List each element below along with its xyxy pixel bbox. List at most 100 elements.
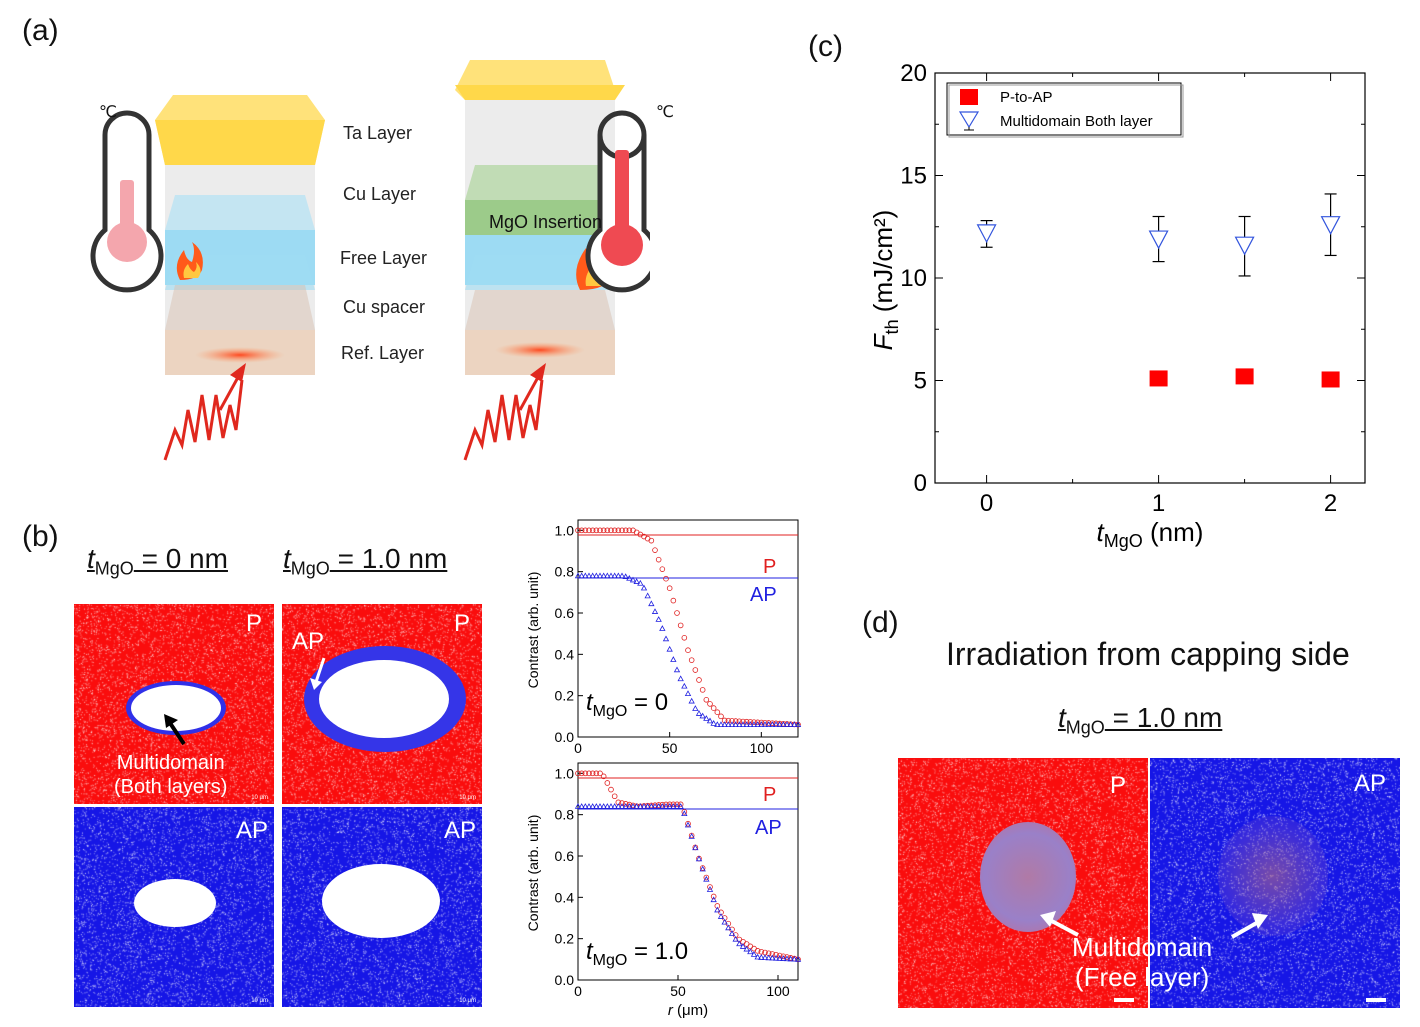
p-profile-point — [589, 770, 596, 777]
p-profile-point — [578, 527, 585, 534]
ap-profile-point — [721, 918, 728, 925]
tag-ap-arrow-label: AP — [292, 628, 325, 655]
p-profile-point — [776, 952, 783, 959]
p-profile-point — [648, 537, 655, 544]
thermometer-low-icon — [90, 110, 164, 293]
ap-profile-point — [758, 721, 765, 728]
ap-profile-point — [776, 721, 783, 728]
p-profile-point — [674, 801, 680, 808]
ap-profile-point — [699, 865, 706, 872]
p-profile-point — [600, 773, 607, 780]
p-profile-point — [597, 770, 603, 777]
ap-profile-point — [706, 886, 714, 892]
p-to-ap-point — [1235, 368, 1254, 385]
legend-label-multidomain: Multidomain Both layer — [1000, 113, 1153, 130]
y-tick-label: 0.8 — [555, 807, 575, 823]
p-profile-point — [707, 701, 713, 707]
ap-profile-point — [692, 705, 699, 711]
p-profile-point — [575, 770, 581, 777]
p-to-ap-point — [1149, 370, 1168, 387]
ap-profile-point — [688, 833, 695, 839]
y-tick-label: 0.2 — [555, 688, 575, 704]
p-profile-point — [685, 647, 691, 654]
tag-ap: AP — [1353, 770, 1386, 797]
ap-profile-point — [659, 625, 666, 631]
bottom-plot-frame — [577, 762, 799, 981]
top-plot-ticks: 0.0 0.2 0.4 0.6 0.8 1.0 0 50 100 — [555, 522, 774, 756]
ap-profile-point — [651, 803, 659, 809]
p-profile-point — [703, 874, 710, 881]
y-tick-label: 0.0 — [555, 972, 575, 988]
y-tick-label: 1.0 — [555, 765, 575, 781]
ap-profile-point — [695, 710, 703, 716]
p-profile-point — [659, 801, 666, 808]
ap-profile-point — [615, 572, 622, 579]
x-tick-label: 1 — [1152, 490, 1165, 517]
p-profile-point — [677, 801, 684, 808]
ap-profile-point — [706, 717, 714, 724]
ap-profile-point — [585, 572, 593, 579]
ap-profile-point — [644, 592, 651, 599]
p-profile-point — [732, 718, 739, 724]
y-tick-label: 1.0 — [555, 522, 575, 538]
p-profile-point — [619, 800, 625, 806]
ap-profile-point — [677, 675, 684, 682]
ap-profile-point — [739, 943, 747, 949]
p-profile-point — [622, 801, 629, 807]
p-profile-point — [604, 780, 611, 786]
ap-profile-point — [648, 803, 655, 809]
moke-image-0nm-ap: AP 10 μm — [74, 807, 274, 1007]
p-profile-point — [593, 770, 600, 777]
p-profile-point — [670, 801, 677, 808]
x-tick-label: 50 — [662, 740, 678, 756]
laser-pulse-left-icon — [163, 379, 244, 461]
ap-profile-point — [651, 608, 659, 614]
d-subtitle: tMgO = 1.0 nm — [1058, 702, 1223, 738]
y-tick-label: 0.6 — [555, 848, 575, 864]
ap-profile-point — [780, 721, 787, 728]
y-tick-label: 5 — [914, 368, 927, 395]
ap-profile-point — [692, 844, 699, 851]
moke-image-0nm-p: P Multidomain (Both layers) 10 μm — [74, 604, 274, 804]
ap-profile-point — [633, 578, 640, 584]
p-profile-point — [677, 622, 684, 629]
p-profile-point — [615, 799, 622, 806]
moke-image-capping-ap: AP — [1150, 758, 1400, 1008]
p-profile-point — [593, 527, 600, 534]
p-profile-point — [604, 527, 611, 534]
ap-profile-point — [585, 803, 593, 809]
y-tick-label: 20 — [900, 60, 927, 87]
scale-bar-d-right — [1366, 998, 1386, 1002]
ap-profile-point — [710, 896, 717, 903]
p-profile-point — [784, 954, 790, 960]
p-profile-point — [622, 527, 629, 534]
label-ref-layer: Ref. Layer — [341, 343, 425, 363]
label-ta-layer: Ta Layer — [343, 123, 413, 143]
p-profile-point — [666, 585, 673, 591]
ap-profile-point — [626, 574, 633, 581]
scale-bar: 10 μm — [459, 795, 476, 801]
label-cu-layer: Cu Layer — [343, 184, 417, 204]
tag-ap: AP — [443, 817, 476, 844]
ap-profile-point — [794, 956, 802, 962]
ap-profile-point — [754, 721, 761, 728]
moke-image-1nm-p: P AP 10 μm — [282, 604, 482, 804]
y-tick-label: 0.4 — [555, 646, 575, 662]
ap-profile-point — [761, 954, 769, 961]
label-cu-spacer: Cu spacer — [343, 297, 426, 317]
ap-profile-point — [655, 803, 662, 809]
ap-profile-point — [662, 803, 670, 809]
p-profile-point — [582, 770, 589, 777]
ap-profile-point — [747, 721, 754, 728]
ap-profile-point — [717, 913, 725, 919]
ap-profile-point — [758, 954, 765, 960]
y-tick-label: 0.0 — [555, 729, 575, 745]
y-tick-label: 10 — [900, 265, 927, 292]
p-profile-point — [769, 720, 776, 726]
p-profile-point — [663, 801, 669, 808]
panel-label-c: (c) — [808, 30, 843, 63]
tag-ap: AP — [235, 817, 268, 844]
b-title-right: tMgO = 1.0 nm — [283, 543, 448, 579]
p-profile-point — [692, 667, 699, 673]
ap-profile-point — [633, 803, 640, 809]
